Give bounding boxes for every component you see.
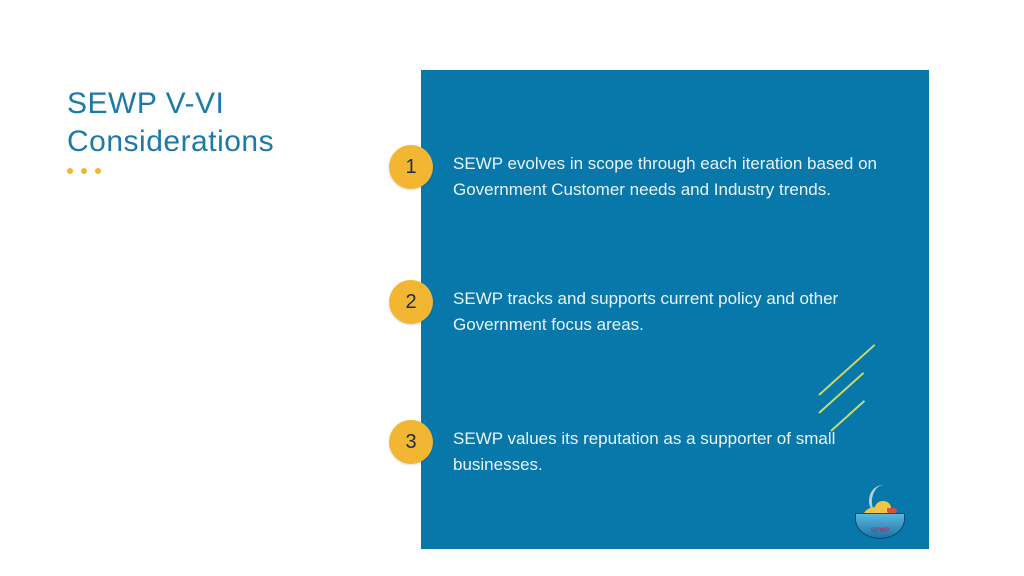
slide-title: SEWP V-VI Considerations xyxy=(67,85,397,160)
consideration-text-2: SEWP tracks and supports current policy … xyxy=(453,286,923,339)
number-badge-1: 1 xyxy=(389,145,433,189)
consideration-item-2: 2 SEWP tracks and supports current polic… xyxy=(389,280,954,339)
slide-root: SEWP V-VI Considerations 1 SEWP evolves … xyxy=(0,0,1024,576)
title-decorative-dots xyxy=(67,168,397,174)
decorative-diagonal-lines xyxy=(811,394,901,454)
sewp-duck-logo: SEWP xyxy=(849,485,911,541)
logo-bowl-shape: SEWP xyxy=(855,513,905,539)
content-panel: 1 SEWP evolves in scope through each ite… xyxy=(421,70,929,549)
number-badge-2: 2 xyxy=(389,280,433,324)
slide-title-block: SEWP V-VI Considerations xyxy=(67,85,397,174)
consideration-text-1: SEWP evolves in scope through each itera… xyxy=(453,151,923,204)
logo-bowl-label: SEWP xyxy=(856,528,904,534)
consideration-item-1: 1 SEWP evolves in scope through each ite… xyxy=(389,145,954,204)
number-badge-3: 3 xyxy=(389,420,433,464)
